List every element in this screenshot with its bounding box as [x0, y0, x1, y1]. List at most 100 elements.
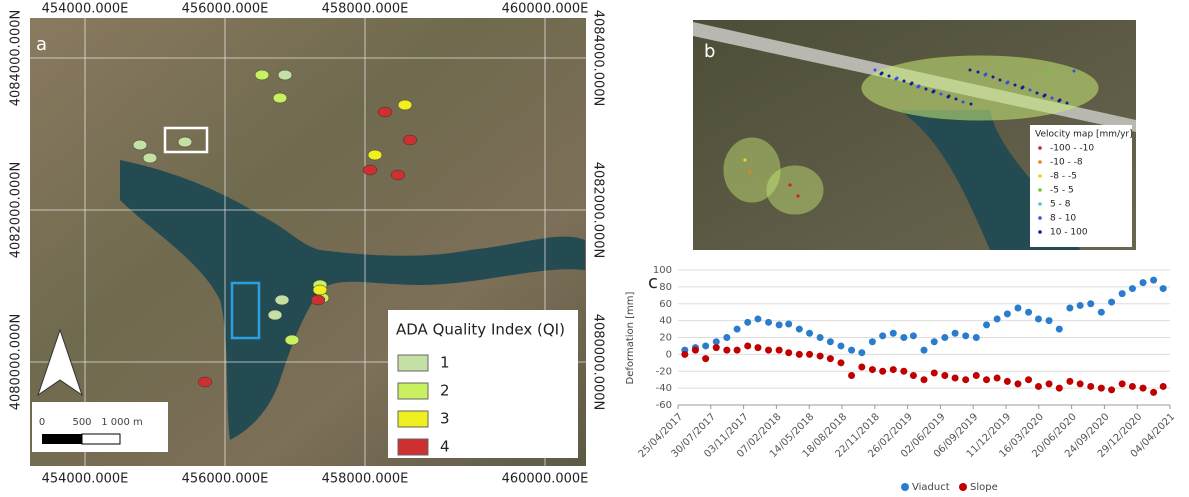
qi-patch	[273, 93, 287, 103]
point	[785, 321, 792, 328]
legend-label: 4	[440, 438, 450, 456]
point	[1108, 386, 1115, 393]
scale-label: 500	[72, 417, 91, 428]
point	[723, 347, 730, 354]
ps-point	[984, 74, 987, 77]
point	[941, 334, 948, 341]
legend-dot	[1038, 146, 1042, 150]
point	[796, 326, 803, 333]
point	[1150, 389, 1157, 396]
point	[754, 315, 761, 322]
qi-patch	[403, 135, 417, 145]
ps-point	[932, 91, 935, 94]
scale-label: 1 000 m	[101, 417, 143, 428]
point	[776, 321, 783, 328]
point	[702, 355, 709, 362]
point	[910, 332, 917, 339]
legend-label: -5 - 5	[1050, 186, 1074, 196]
map-coordinate: 4082000.000N	[9, 162, 24, 259]
panel-label: a	[36, 34, 47, 55]
point	[1129, 383, 1136, 390]
ps-point	[748, 170, 751, 173]
legend-label: -100 - -10	[1050, 144, 1094, 154]
point	[1046, 317, 1053, 324]
legend-swatch	[398, 383, 428, 399]
point	[1046, 380, 1053, 387]
point	[1066, 378, 1073, 385]
legend-title: Velocity map [mm/yr]	[1035, 130, 1133, 140]
point	[754, 344, 761, 351]
y-axis-label: Deformation [mm]	[625, 291, 636, 384]
qi-patch	[268, 310, 282, 320]
point	[837, 342, 844, 349]
ps-point	[962, 101, 965, 104]
ps-point	[888, 75, 891, 78]
y-tick-label: 100	[653, 265, 672, 276]
point	[713, 344, 720, 351]
map-coordinate: 456000.000E	[182, 472, 269, 487]
point	[785, 349, 792, 356]
point	[817, 353, 824, 360]
point	[837, 359, 844, 366]
legend-label: -10 - -8	[1050, 158, 1083, 168]
page: {"map_a": {"label": "a", "x_coords": ["4…	[0, 0, 1189, 497]
legend-title: ADA Quality Index (QI)	[396, 321, 565, 339]
point	[848, 347, 855, 354]
point	[1140, 385, 1147, 392]
point	[1077, 380, 1084, 387]
point	[900, 368, 907, 375]
point	[931, 338, 938, 345]
point	[702, 342, 709, 349]
ps-point	[788, 183, 791, 186]
point	[941, 372, 948, 379]
legend-dot	[1038, 160, 1042, 164]
ps-point	[969, 69, 972, 72]
qi-patch	[363, 165, 377, 175]
point	[952, 375, 959, 382]
qi-patch	[133, 140, 147, 150]
legend-dot	[1038, 174, 1042, 178]
ps-point	[977, 71, 980, 74]
point	[744, 342, 751, 349]
y-tick-label: 40	[659, 316, 672, 327]
legend-dot	[1038, 188, 1042, 192]
point	[962, 332, 969, 339]
ps-point	[1051, 97, 1054, 100]
point	[723, 334, 730, 341]
qi-patch	[198, 377, 212, 387]
legend-label: 3	[440, 410, 450, 428]
legend-marker	[901, 483, 909, 491]
ps-point	[992, 76, 995, 79]
point	[1056, 326, 1063, 333]
point	[931, 369, 938, 376]
ps-point	[955, 98, 958, 101]
ps-point	[999, 79, 1002, 82]
point	[1108, 299, 1115, 306]
legend-dot	[1038, 202, 1042, 206]
legend-label: Slope	[970, 482, 998, 493]
qi-patch	[313, 285, 327, 295]
map-coordinate: 458000.000E	[322, 2, 409, 17]
point	[806, 351, 813, 358]
map-coordinate: 458000.000E	[322, 472, 409, 487]
point	[869, 338, 876, 345]
qi-patch	[378, 107, 392, 117]
ps-point	[1021, 87, 1024, 90]
point	[921, 347, 928, 354]
ps-point	[1066, 102, 1069, 105]
point	[848, 372, 855, 379]
point	[765, 319, 772, 326]
point	[1066, 304, 1073, 311]
point	[1119, 290, 1126, 297]
point	[1098, 385, 1105, 392]
point	[681, 351, 688, 358]
ps-point	[910, 83, 913, 86]
point	[734, 326, 741, 333]
legend-label: 8 - 10	[1050, 214, 1076, 224]
buffer	[767, 166, 823, 214]
qi-patch	[275, 295, 289, 305]
map-coordinate: 456000.000E	[182, 2, 269, 17]
legend-label: 1	[440, 354, 450, 372]
point	[983, 376, 990, 383]
point	[806, 330, 813, 337]
